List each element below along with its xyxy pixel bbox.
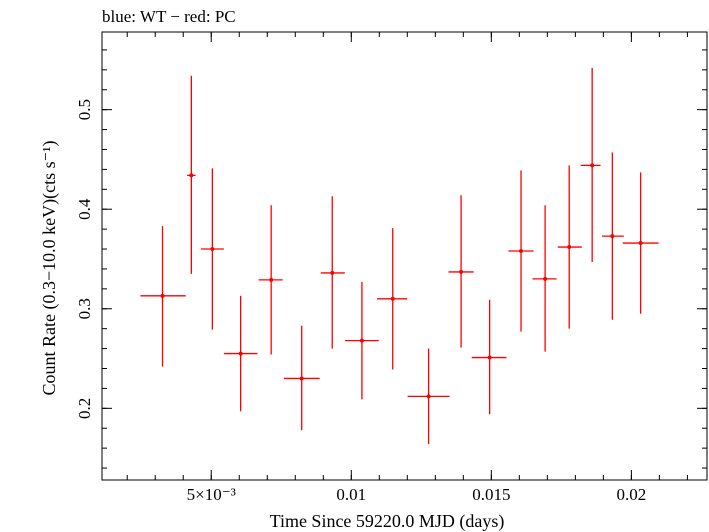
data-point	[580, 67, 601, 262]
data-marker	[210, 247, 215, 252]
x-tick-label: 5×10⁻³	[187, 485, 236, 504]
y-tick-label: 0.4	[75, 198, 94, 220]
data-marker	[390, 296, 395, 301]
x-tick-label: 0.01	[336, 485, 366, 504]
data-points	[140, 67, 659, 445]
data-point	[200, 168, 224, 330]
data-marker	[330, 270, 335, 275]
data-point	[622, 172, 659, 314]
data-point	[448, 195, 474, 348]
data-marker	[543, 276, 548, 281]
y-axis-title: Count Rate (0.3−10.0 keV)(cts s⁻¹)	[39, 140, 60, 395]
data-point	[601, 152, 624, 320]
x-tick-label: 0.02	[617, 485, 647, 504]
data-marker	[610, 234, 615, 239]
data-point	[508, 170, 534, 332]
data-point	[258, 205, 283, 355]
data-marker	[487, 355, 492, 360]
data-marker	[160, 293, 165, 298]
data-marker	[567, 245, 572, 250]
y-tick-label: 0.5	[75, 99, 94, 120]
y-tick-label: 0.3	[75, 298, 94, 319]
data-marker	[519, 249, 524, 254]
data-marker	[189, 173, 194, 178]
data-marker	[426, 394, 431, 399]
data-point	[320, 196, 345, 349]
data-point	[283, 325, 320, 431]
y-axis-ticks: 0.2 0.3 0.4 0.5	[75, 49, 707, 469]
data-point	[140, 226, 186, 367]
data-marker	[269, 277, 274, 282]
x-axis-ticks: 5×10⁻³ 0.01 0.015 0.02	[126, 32, 688, 504]
x-axis-title: Time Since 59220.0 MJD (days)	[270, 511, 505, 532]
data-point	[407, 348, 450, 445]
data-marker	[299, 376, 304, 381]
data-marker	[238, 351, 243, 356]
data-point	[471, 299, 507, 415]
data-point	[345, 281, 379, 400]
data-marker	[359, 338, 364, 343]
data-marker	[590, 163, 595, 168]
data-point	[532, 205, 557, 352]
plot-frame	[101, 31, 708, 481]
data-marker	[638, 241, 643, 246]
data-marker	[459, 269, 464, 274]
y-tick-label: 0.2	[75, 398, 94, 419]
x-tick-label: 0.015	[472, 485, 510, 504]
data-point	[557, 165, 582, 329]
data-point	[377, 228, 408, 370]
chart-title: blue: WT − red: PC	[102, 7, 236, 26]
data-point	[187, 75, 196, 274]
data-point	[223, 295, 258, 412]
